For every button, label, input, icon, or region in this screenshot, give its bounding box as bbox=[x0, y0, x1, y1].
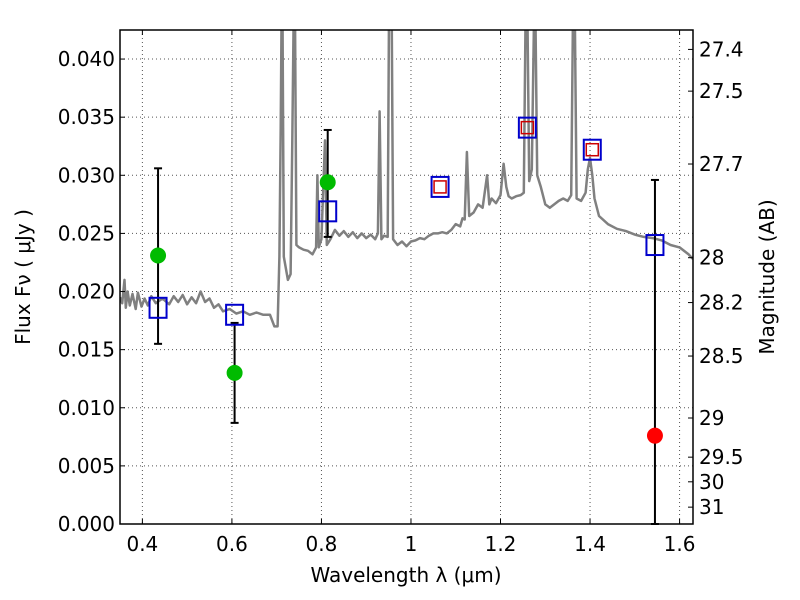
data-markers bbox=[148, 116, 665, 525]
x-tick-label: 1.6 bbox=[664, 532, 696, 556]
grid bbox=[120, 30, 693, 525]
x-axis-title: Wavelength λ (μm) bbox=[310, 563, 501, 587]
model-flux-square bbox=[148, 296, 168, 319]
observed-flux-point bbox=[226, 364, 243, 381]
x-tick-label: 0.8 bbox=[306, 532, 338, 556]
small-model-square bbox=[433, 180, 447, 194]
observed-flux-point bbox=[646, 427, 663, 444]
y-tick-label: 0.035 bbox=[58, 105, 115, 129]
x-tick-label: 0.6 bbox=[216, 532, 248, 556]
right-tick-label: 28.5 bbox=[699, 344, 744, 368]
right-tick-label: 28 bbox=[699, 246, 724, 270]
y-tick-label: 0.025 bbox=[58, 221, 115, 245]
ticks: 0.4 0.6 0.8 1 1.2 1.4 1.6 0.000 0.005 0.010 0.015 0… bbox=[58, 30, 744, 556]
right-tick-label: 28.2 bbox=[699, 291, 744, 315]
observed-flux-point bbox=[150, 247, 167, 264]
right-tick-label: 29 bbox=[699, 406, 724, 430]
y-tick-label: 0.005 bbox=[58, 454, 115, 478]
right-tick-label: 31 bbox=[699, 495, 724, 519]
observed-flux-point bbox=[319, 174, 336, 191]
model-flux-square bbox=[430, 175, 450, 198]
model-flux-square bbox=[517, 116, 537, 139]
y-tick-label: 0.010 bbox=[58, 396, 115, 420]
model-flux-square bbox=[645, 234, 665, 257]
x-tick-label: 0.4 bbox=[126, 532, 158, 556]
right-tick-label: 30 bbox=[699, 470, 724, 494]
y-tick-label: 0.030 bbox=[58, 163, 115, 187]
model-flux-square bbox=[582, 138, 602, 161]
y-axis-title: Flux Fν ( μJy ) bbox=[11, 209, 35, 345]
y-tick-label: 0.000 bbox=[58, 512, 115, 536]
y-tick-label: 0.020 bbox=[58, 280, 115, 304]
right-tick-label: 27.5 bbox=[699, 79, 744, 103]
small-model-square bbox=[585, 142, 600, 157]
x-tick-label: 1.4 bbox=[574, 532, 606, 556]
model-flux-square bbox=[225, 303, 245, 326]
y-tick-label: 0.040 bbox=[58, 47, 115, 71]
x-tick-label: 1 bbox=[405, 532, 418, 556]
right-tick-label: 29.5 bbox=[699, 445, 744, 469]
small-model-square bbox=[520, 120, 535, 135]
plot-area bbox=[120, 30, 693, 328]
y-tick-label: 0.015 bbox=[58, 338, 115, 362]
spectrum-line bbox=[120, 30, 693, 328]
x-tick-label: 1.2 bbox=[485, 532, 517, 556]
right-tick-label: 27.4 bbox=[699, 37, 744, 61]
plot-frame bbox=[119, 29, 694, 525]
right-axis-title: Magnitude (AB) bbox=[755, 199, 779, 354]
model-flux-square bbox=[318, 200, 338, 223]
right-tick-label: 27.7 bbox=[699, 152, 744, 176]
